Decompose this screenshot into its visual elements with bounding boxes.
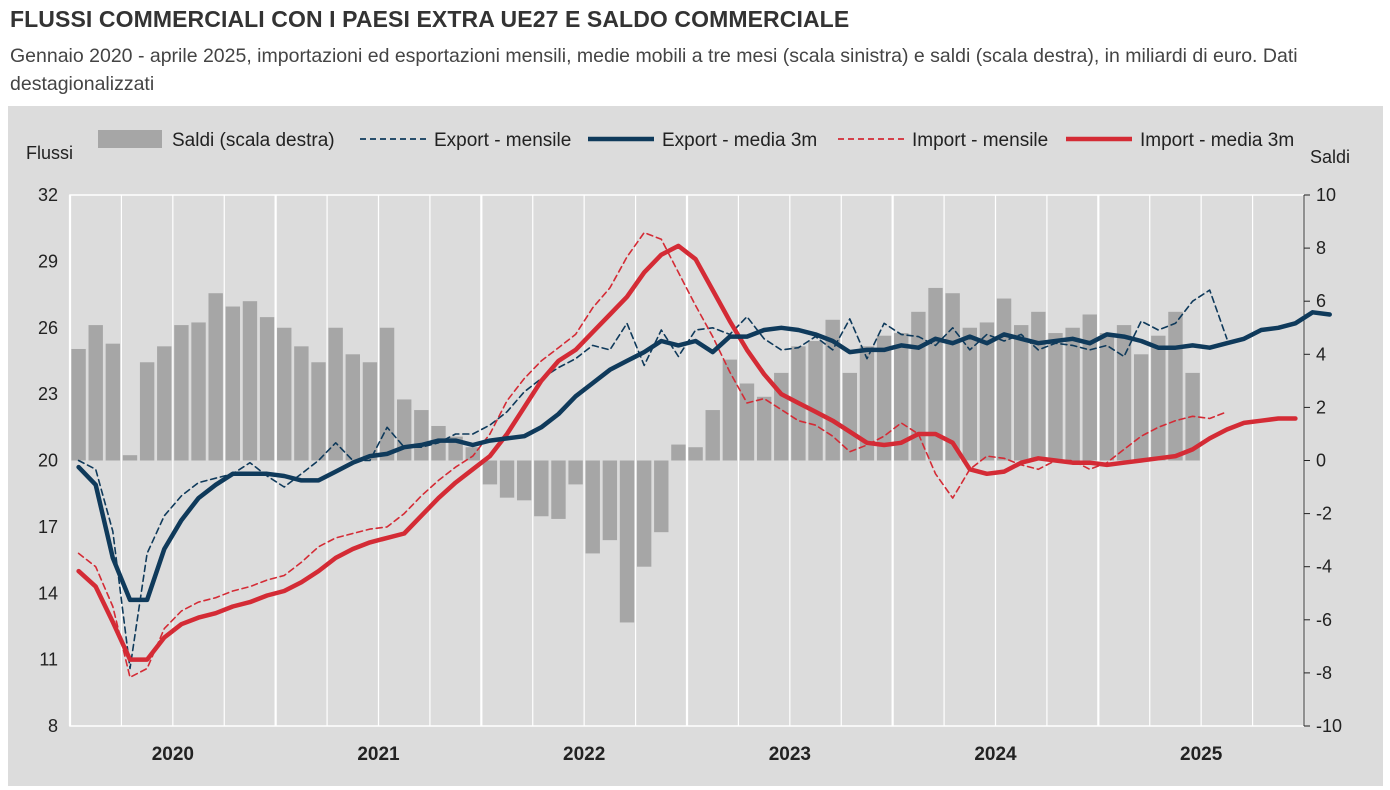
x-year-label: 2025: [1180, 744, 1223, 765]
saldi-bar: [139, 362, 155, 461]
x-year-label: 2020: [152, 744, 194, 765]
legend-export-avg-label: Export - media 3m: [662, 130, 817, 151]
legend-import-monthly-label: Import - mensile: [912, 130, 1048, 151]
saldi-bar: [859, 346, 875, 461]
left-tick-label: 29: [38, 251, 58, 271]
right-tick-label: 0: [1316, 451, 1326, 471]
saldi-bar: [654, 460, 669, 533]
saldi-bar: [174, 325, 189, 461]
left-axis-title: Flussi: [26, 143, 73, 163]
trade-flows-chart: 81114172023262932Flussi-10-8-6-4-2024681…: [26, 130, 1350, 765]
right-tick-label: 6: [1316, 291, 1326, 311]
saldi-bar: [894, 333, 909, 461]
saldi-bar: [191, 322, 206, 461]
saldi-bar: [636, 460, 652, 567]
saldi-bar: [516, 460, 532, 501]
right-tick-label: -10: [1316, 716, 1342, 736]
saldi-bar: [1065, 327, 1080, 461]
saldi-bar: [328, 327, 343, 461]
x-year-label: 2023: [769, 744, 811, 765]
saldi-bar: [414, 410, 429, 461]
saldi-bar: [105, 343, 121, 461]
saldi-bar: [499, 460, 515, 498]
saldi-bar: [71, 348, 86, 461]
saldi-bar: [1151, 335, 1166, 461]
saldi-bar: [242, 301, 258, 461]
page-title: FLUSSI COMMERCIALI CON I PAESI EXTRA UE2…: [10, 6, 850, 32]
saldi-bar: [311, 362, 326, 461]
saldi-bar: [585, 460, 600, 554]
saldi-bar: [688, 447, 703, 461]
left-tick-label: 32: [38, 185, 58, 205]
legend-import-avg-label: Import - media 3m: [1140, 130, 1294, 151]
saldi-bar: [208, 293, 223, 461]
saldi-bar: [1031, 311, 1046, 461]
saldi-bar: [619, 460, 635, 623]
saldi-bar: [379, 327, 395, 461]
legend-saldi-label: Saldi (scala destra): [172, 130, 335, 151]
right-tick-label: -6: [1316, 610, 1332, 630]
saldi-bar: [225, 306, 241, 461]
saldi-bar: [465, 447, 480, 461]
saldi-bar: [756, 396, 772, 461]
export-avg-line: [76, 310, 1332, 603]
saldi-bar: [294, 346, 309, 461]
saldi-bar: [1133, 354, 1149, 461]
saldi-bar: [808, 341, 823, 461]
saldi-bar: [602, 460, 618, 541]
saldi-bar: [928, 287, 943, 461]
saldi-bar: [88, 325, 103, 461]
saldi-bar: [345, 354, 360, 461]
right-tick-label: -8: [1316, 663, 1332, 683]
saldi-bar: [362, 362, 378, 461]
saldi-bar: [259, 317, 275, 461]
import-monthly-line: [77, 231, 1228, 679]
saldi-bar: [876, 335, 892, 461]
left-tick-label: 11: [39, 650, 58, 670]
saldi-bar: [945, 293, 960, 461]
page-subtitle: Gennaio 2020 - aprile 2025, importazioni…: [10, 45, 1298, 95]
right-tick-label: -2: [1316, 504, 1332, 524]
saldi-bar: [1082, 314, 1097, 461]
saldi-bar: [534, 460, 549, 517]
saldi-bar: [842, 372, 858, 461]
saldi-bar: [722, 359, 738, 461]
saldi-bar: [671, 444, 686, 461]
x-year-label: 2022: [563, 744, 605, 765]
x-year-label: 2024: [974, 744, 1017, 765]
saldi-bar: [705, 410, 720, 461]
right-tick-label: 8: [1316, 238, 1326, 258]
saldi-bar: [568, 460, 583, 485]
saldi-bar: [979, 322, 995, 461]
right-axis-title: Saldi: [1310, 147, 1350, 167]
saldi-bar: [157, 346, 172, 461]
left-tick-label: 20: [38, 451, 58, 471]
left-tick-label: 8: [48, 716, 58, 736]
x-year-label: 2021: [357, 744, 400, 765]
left-tick-label: 14: [38, 583, 58, 603]
chart-panel: 8 11 14 17 20 23 26 29 32 Flussi -10 -8 -6 -4 -2 0 2 4 6 8 1…: [8, 106, 1383, 786]
saldi-bar: [551, 460, 566, 519]
right-tick-label: 10: [1316, 185, 1336, 205]
legend-export-monthly-label: Export - mensile: [434, 130, 571, 151]
import-avg-line: [76, 243, 1298, 662]
saldi-bar: [1168, 311, 1183, 461]
saldi-bar: [482, 460, 498, 485]
right-tick-label: -4: [1316, 557, 1332, 577]
saldi-bar: [1014, 325, 1029, 461]
left-tick-label: 17: [38, 517, 58, 537]
saldi-bar: [122, 455, 138, 461]
left-tick-label: 23: [38, 384, 58, 404]
legend-saldi-swatch: [98, 130, 162, 148]
saldi-bar: [1116, 325, 1132, 461]
right-tick-label: 4: [1316, 344, 1326, 364]
saldi-bar: [996, 298, 1012, 461]
left-tick-label: 26: [38, 318, 58, 338]
saldi-bar: [1048, 333, 1063, 461]
saldi-bar: [277, 327, 292, 461]
right-tick-label: 2: [1316, 397, 1326, 417]
saldi-bar: [962, 327, 977, 461]
saldi-bar: [1099, 333, 1115, 461]
